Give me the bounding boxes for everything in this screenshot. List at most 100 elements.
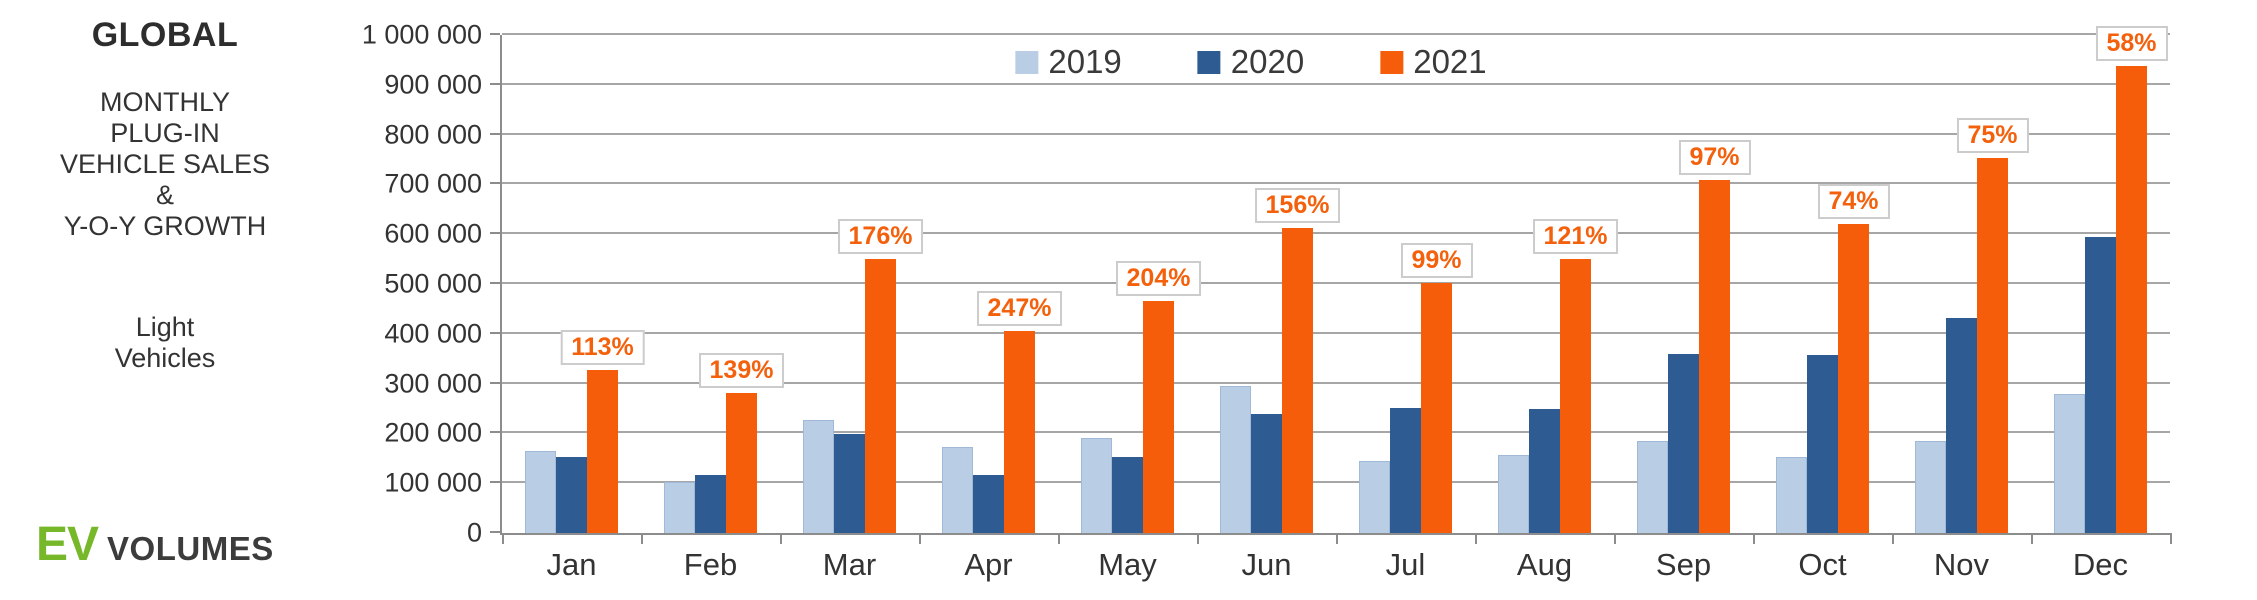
x-axis-tick [1197,533,1199,544]
growth-label-jun: 156% [1254,188,1341,224]
subtitle-line: & [155,180,174,210]
bar-2021-mar: 176% [837,218,924,533]
bar-2019-mar [803,419,834,533]
y-tick-label: 500 000 [384,268,482,299]
x-axis-label-jul: Jul [1385,547,1426,582]
bar-2020-nov [1946,318,1977,533]
bar-2019-jan [525,450,556,533]
month-group-jun: 156% Jun [1197,35,1341,582]
x-axis-tick [2031,533,2033,544]
bar-2021-sep: 97% [1678,140,1751,533]
y-axis-tick [490,381,500,384]
bar-2021-dec: 58% [2095,25,2168,533]
logo-ev-text: EV [36,518,99,571]
legend-swatch-2021 [1380,50,1404,74]
y-axis-tick [490,182,500,185]
y-axis-tick [490,481,500,484]
segment-line: Light [135,312,195,342]
growth-label-sep: 97% [1678,140,1751,176]
y-gridline: 500 000 [384,269,2170,299]
bar-2020-feb [695,474,726,533]
bar-2020-jul [1390,407,1421,533]
y-axis-tick [490,531,500,533]
y-gridline: 0 [467,518,2170,548]
x-axis-tick [1892,533,1894,544]
legend-label-2019: 2019 [1048,43,1122,80]
month-group-mar: 176% Mar [780,35,924,582]
bar-2021-may: 204% [1115,261,1202,533]
y-axis-tick [490,132,500,135]
legend-swatch-2019 [1015,50,1039,74]
plot-area: 0 100 000 200 000 300 000 400 000 500 000 600 … [362,20,2172,582]
chart-subtitle: MONTHLY PLUG-IN VEHICLE SALES & Y-O-Y GR… [0,87,330,242]
subtitle-line: VEHICLE SALES [59,149,271,179]
y-gridline: 700 000 [384,169,2170,199]
month-group-oct: 74% Oct [1753,35,1892,582]
y-gridline: 900 000 [384,69,2170,99]
bar-2019-dec [2054,393,2085,533]
growth-label-aug: 121% [1532,219,1619,255]
growth-label-nov: 75% [1956,117,2029,153]
y-gridline: 800 000 [384,119,2170,149]
legend-item-2019: 2019 [1015,43,1122,81]
growth-label-dec: 58% [2095,25,2168,61]
month-group-may: 204% May [1058,35,1202,582]
y-tick-label: 900 000 [384,69,482,100]
y-gridline: 400 000 [384,318,2170,348]
logo-volumes-text: VOLUMES [107,530,274,567]
y-axis-tick [490,431,500,434]
bar-2021-feb: 139% [698,352,785,533]
x-axis-label-dec: Dec [2072,547,2129,582]
segment-label: Light Vehicles [0,312,330,374]
bar-2019-aug [1498,454,1529,533]
y-tick-label: 600 000 [384,218,482,249]
y-axis-tick [490,33,500,35]
legend: 2019 2020 2021 [1015,43,1487,81]
bar-2021-aug: 121% [1532,219,1619,533]
x-axis-tick [1336,533,1338,544]
left-panel: GLOBAL MONTHLY PLUG-IN VEHICLE SALES & Y… [0,0,330,600]
bar-2021-jul: 99% [1400,243,1473,533]
y-gridline: 200 000 [384,418,2170,448]
bar-2021-jan: 113% [560,329,645,533]
bar-2020-oct [1807,355,1838,533]
y-tick-label: 200 000 [384,417,482,448]
bar-2020-jan [556,456,587,533]
x-axis-label-may: May [1098,547,1157,582]
y-gridline: 1 000 000 [362,20,2170,50]
x-axis-tick [2170,533,2172,544]
bar-2019-feb [664,482,695,533]
growth-label-jul: 99% [1400,243,1473,279]
bar-2020-mar [834,434,865,533]
y-tick-label: 100 000 [384,467,482,498]
y-axis-tick [490,331,500,334]
month-group-nov: 75% Nov [1892,35,2031,582]
subtitle-line: Y-O-Y GROWTH [63,211,267,241]
segment-line: Vehicles [114,343,216,373]
growth-label-apr: 247% [976,290,1063,326]
y-tick-label: 800 000 [384,119,482,150]
bar-2020-aug [1529,409,1560,533]
y-axis-tick [490,232,500,235]
growth-label-feb: 139% [698,352,785,388]
x-axis-tick [779,533,782,544]
month-group-feb: 139% Feb [641,35,785,582]
x-axis-tick [1475,533,1477,544]
bar-2020-may [1112,456,1143,533]
month-group-aug: 121% Aug [1475,35,1619,582]
subtitle-line: MONTHLY [99,87,230,117]
y-tick-label: 1 000 000 [361,19,482,50]
month-group-apr: 247% Apr [919,35,1063,582]
legend-item-2021: 2021 [1380,43,1487,81]
bar-2020-apr [973,474,1004,533]
y-gridline: 300 000 [384,368,2170,398]
x-axis-tick [640,533,643,544]
x-axis-tick [1753,533,1755,544]
bar-2021-oct: 74% [1817,183,1890,533]
bar-2021-apr: 247% [976,290,1063,533]
y-axis-tick [490,282,500,284]
month-group-dec: 58% Dec [2031,25,2170,582]
x-axis-tick [1057,533,1060,544]
chart-region-title: GLOBAL [91,16,239,54]
